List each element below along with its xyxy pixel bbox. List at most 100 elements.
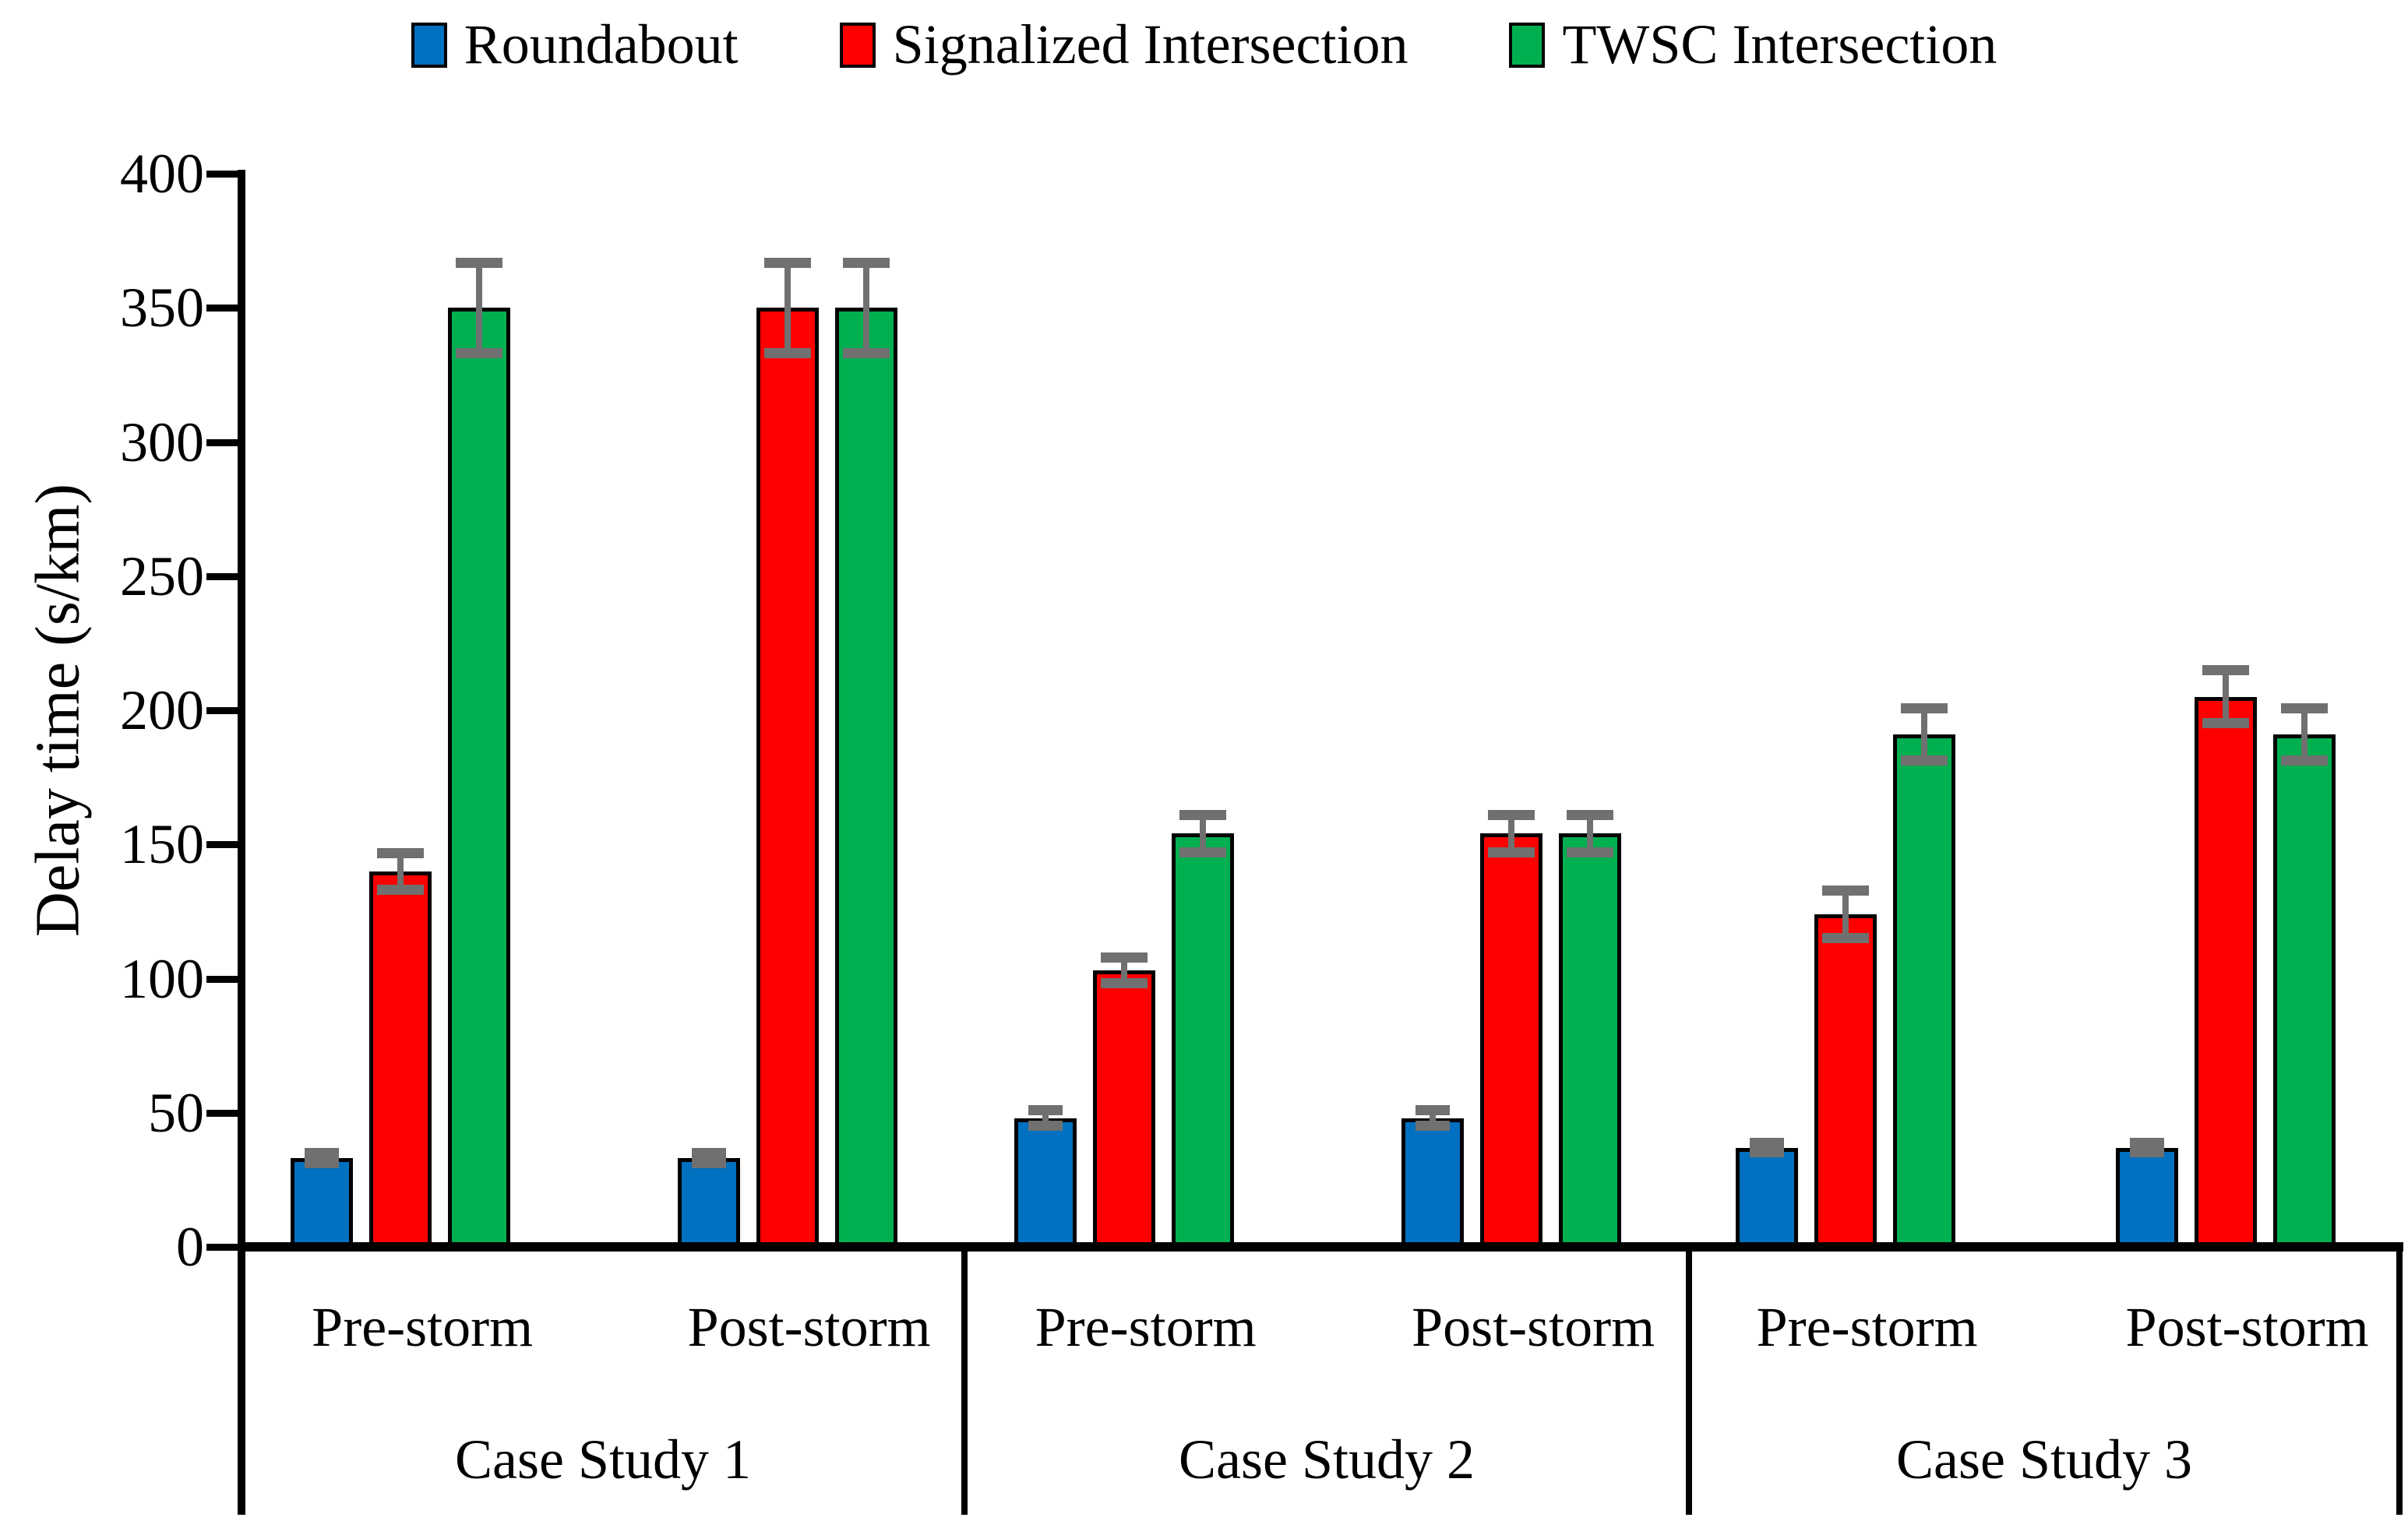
error-bar-cap-top [305,1148,340,1159]
error-bar-cap-bottom [1567,847,1614,857]
error-bar-cap-top [1749,1137,1784,1148]
y-axis-tick-label: 150 [120,813,204,876]
y-axis-tick [206,707,242,714]
category-divider [1686,1247,1692,1515]
error-bar-whisker [1199,815,1206,853]
error-bar-cap-top [1100,952,1148,963]
error-bar-cap-top [1416,1105,1451,1116]
bar-roundabout [2115,1147,2178,1247]
bar-roundabout [1735,1147,1798,1247]
error-bar-cap-top [1028,1105,1063,1116]
y-axis-tick [206,1244,242,1251]
signalized-swatch-icon [839,22,876,68]
bar-twsc-intersection [1559,833,1622,1247]
error-bar-cap-top [2202,665,2249,676]
y-axis-tick-label: 300 [120,410,204,474]
error-bar-whisker [862,262,869,354]
error-bar-whisker [1920,707,1927,762]
y-axis-tick [206,305,242,312]
y-axis-line [238,170,245,1515]
error-bar-cap-bottom [1416,1120,1451,1131]
error-bar-cap-bottom [691,1158,726,1169]
legend-item-roundabout: Roundabout [411,13,739,76]
error-bar-whisker [476,262,483,354]
bar-twsc-intersection [1892,734,1955,1247]
condition-label: Pre-storm [312,1296,534,1358]
y-axis-tick-label: 200 [120,679,204,741]
y-axis-tick [206,171,242,178]
error-bar-whisker [397,852,404,890]
legend-label: TWSC Intersection [1562,13,1997,76]
error-bar-cap-bottom [1179,847,1226,857]
y-axis-tick-label: 350 [120,276,204,340]
error-bar-cap-top [763,257,811,268]
error-bar-cap-top [2129,1137,2164,1148]
bar-signalized-intersection [1092,970,1155,1247]
condition-label: Pre-storm [1035,1296,1257,1358]
bar-signalized-intersection [756,308,819,1247]
case-study-label: Case Study 3 [1895,1428,2192,1491]
error-bar-cap-bottom [2280,755,2328,766]
bar-twsc-intersection [448,308,511,1247]
error-bar-cap-top [456,257,503,268]
y-axis-tick-label: 100 [120,947,204,1010]
x-axis-line [238,1242,2403,1252]
y-axis-tick [206,1109,242,1117]
error-bar-whisker [1042,1110,1049,1126]
error-bar-cap-bottom [1488,847,1535,857]
y-axis-tick [206,975,242,983]
error-bar-cap-bottom [305,1158,340,1169]
error-bar-whisker [1842,889,1849,938]
error-bar-cap-top [1821,885,1869,896]
bar-twsc-intersection [1171,833,1234,1247]
error-bar-whisker [1587,815,1594,853]
error-bar-cap-bottom [1900,755,1948,766]
condition-label: Post-storm [2125,1296,2369,1358]
category-divider [961,1247,968,1515]
error-bar-cap-bottom [763,347,811,358]
error-bar-cap-top [1179,810,1226,821]
error-bar-cap-bottom [2202,718,2249,729]
error-bar-cap-top [842,257,890,268]
error-bar-cap-bottom [842,347,890,358]
error-bar-cap-bottom [456,347,503,358]
bar-roundabout [1014,1118,1077,1247]
error-bar-whisker [1430,1110,1437,1126]
condition-label: Post-storm [1412,1296,1655,1358]
bar-roundabout [291,1158,354,1247]
legend-label: Signalized Intersection [892,13,1408,76]
y-axis-tick-label: 0 [176,1216,204,1278]
legend-label: Roundabout [464,13,739,76]
error-bar-whisker [2300,707,2308,762]
y-axis-tick-label: 400 [120,143,204,205]
error-bar-cap-bottom [1749,1147,1784,1158]
category-divider [2396,1247,2403,1515]
error-bar-cap-top [1900,702,1948,713]
y-axis-tick [206,572,242,580]
case-study-label: Case Study 1 [454,1428,751,1491]
error-bar-whisker [2222,670,2229,724]
error-bar-cap-bottom [1028,1120,1063,1131]
error-bar-cap-bottom [377,884,425,895]
legend-item-twsc: TWSC Intersection [1509,13,1997,76]
y-axis-tick-label: 250 [120,544,204,607]
condition-label: Pre-storm [1756,1296,1978,1358]
bar-roundabout [1401,1118,1465,1247]
bar-roundabout [677,1158,740,1247]
error-bar-cap-top [691,1148,726,1159]
y-axis-tick-label: 50 [148,1081,204,1144]
error-bar-cap-top [1567,810,1614,821]
y-axis-tick [206,438,242,446]
error-bar-cap-top [377,847,425,858]
error-bar-cap-bottom [1821,932,1869,943]
error-bar-cap-top [2280,702,2328,713]
error-bar-cap-top [1488,810,1535,821]
roundabout-swatch-icon [411,22,447,68]
legend: Roundabout Signalized Intersection TWSC … [0,13,2408,76]
y-axis-tick [206,841,242,849]
legend-item-signalized: Signalized Intersection [839,13,1408,76]
error-bar-whisker [1508,815,1515,853]
error-bar-whisker [784,262,791,354]
error-bar-cap-bottom [1100,978,1148,989]
